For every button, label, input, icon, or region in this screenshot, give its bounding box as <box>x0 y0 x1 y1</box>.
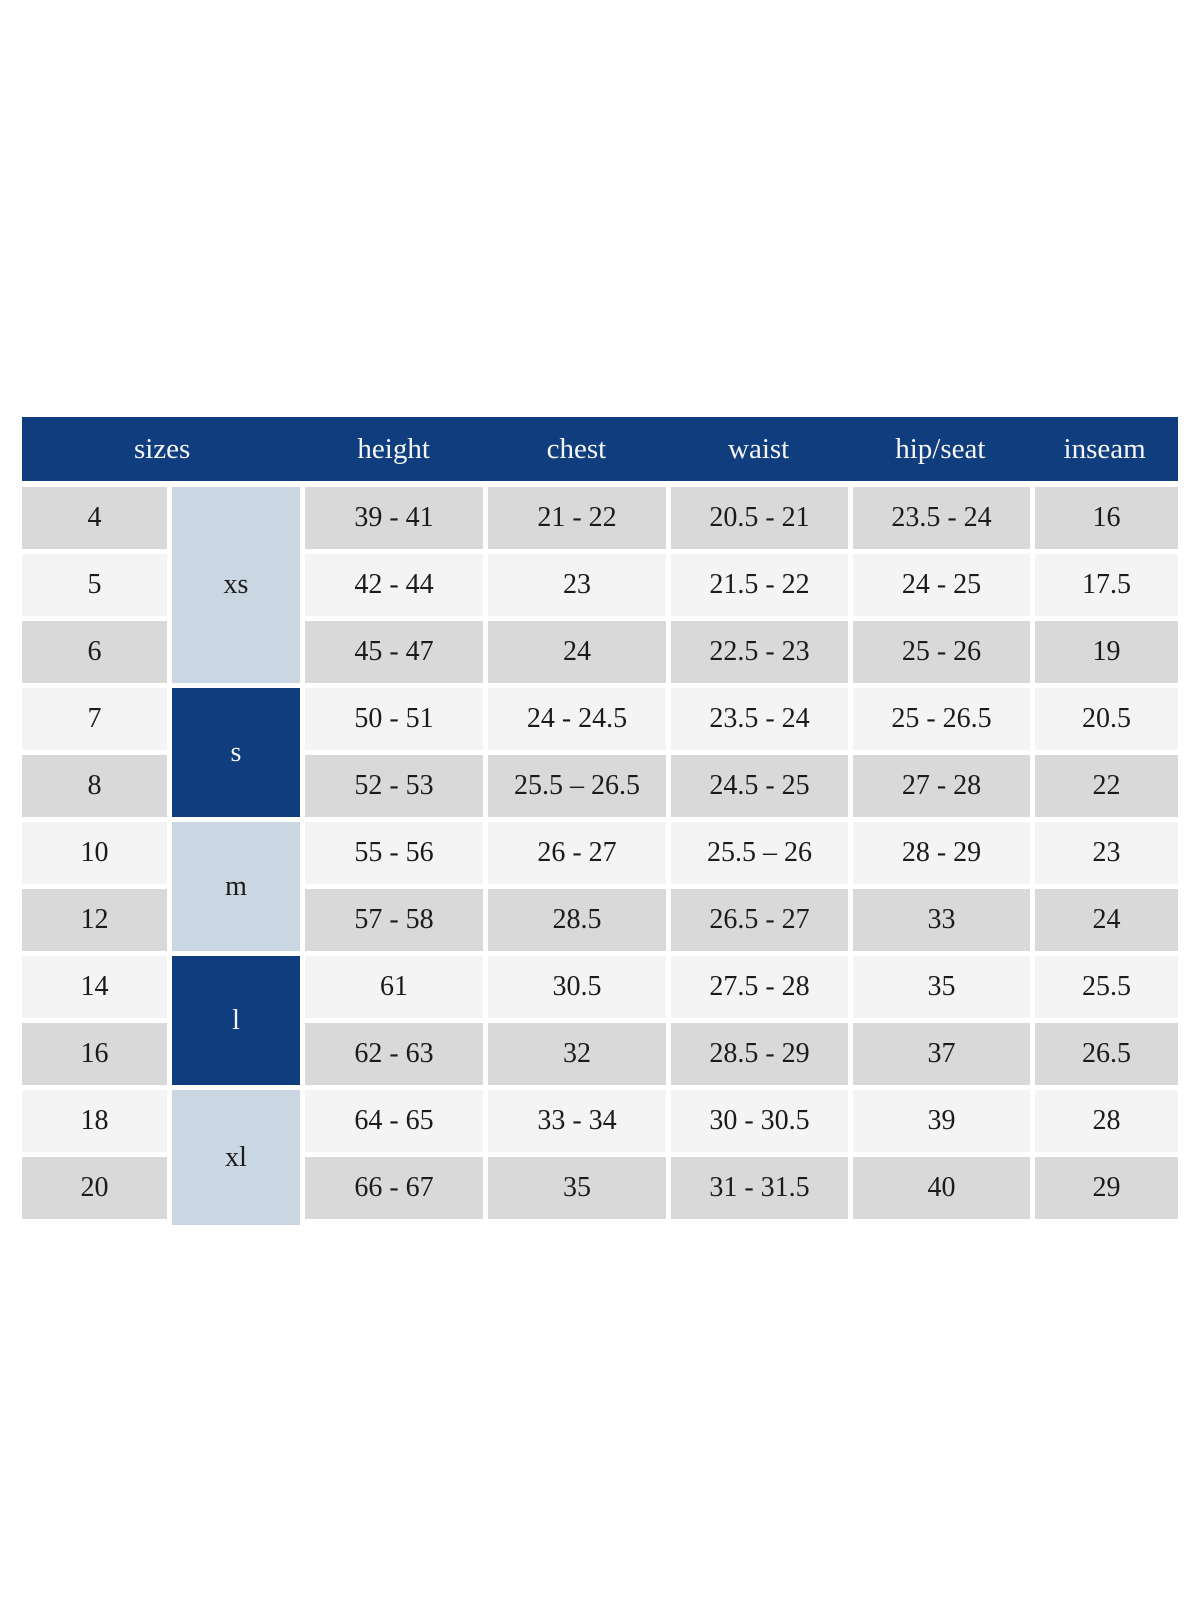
cell-inseam: 23 <box>1035 822 1178 884</box>
cell-size: 14 <box>22 956 167 1018</box>
cell-size: 10 <box>22 822 167 884</box>
cell-hip-seat: 33 <box>853 889 1030 951</box>
cell-size: 6 <box>22 621 167 683</box>
cell-inseam: 29 <box>1035 1157 1178 1219</box>
cell-chest: 24 <box>488 621 666 683</box>
cell-hip-seat: 37 <box>853 1023 1030 1085</box>
cell-height: 57 - 58 <box>305 889 483 951</box>
column-header-waist: waist <box>728 432 790 465</box>
group-cell-m: m <box>172 822 300 951</box>
cell-waist: 23.5 - 24 <box>671 688 848 750</box>
cell-height: 45 - 47 <box>305 621 483 683</box>
cell-waist: 25.5 – 26 <box>671 822 848 884</box>
cell-waist: 30 - 30.5 <box>671 1090 848 1152</box>
cell-height: 39 - 41 <box>305 487 483 549</box>
cell-chest: 32 <box>488 1023 666 1085</box>
cell-hip-seat: 23.5 - 24 <box>853 487 1030 549</box>
cell-height: 61 <box>305 956 483 1018</box>
column-header-chest: chest <box>546 432 607 465</box>
cell-hip-seat: 35 <box>853 956 1030 1018</box>
cell-height: 55 - 56 <box>305 822 483 884</box>
cell-chest: 21 - 22 <box>488 487 666 549</box>
cell-chest: 28.5 <box>488 889 666 951</box>
cell-hip-seat: 24 - 25 <box>853 554 1030 616</box>
cell-inseam: 22 <box>1035 755 1178 817</box>
cell-hip-seat: 40 <box>853 1157 1030 1219</box>
cell-height: 52 - 53 <box>305 755 483 817</box>
cell-inseam: 19 <box>1035 621 1178 683</box>
cell-size: 8 <box>22 755 167 817</box>
cell-height: 50 - 51 <box>305 688 483 750</box>
cell-size: 16 <box>22 1023 167 1085</box>
cell-waist: 31 - 31.5 <box>671 1157 848 1219</box>
cell-size: 4 <box>22 487 167 549</box>
cell-waist: 20.5 - 21 <box>671 487 848 549</box>
cell-size: 20 <box>22 1157 167 1219</box>
table-body: xs s m l xl 4 39 - 41 21 - 22 20.5 - 21 … <box>22 487 1178 1225</box>
cell-inseam: 16 <box>1035 487 1178 549</box>
cell-hip-seat: 25 - 26.5 <box>853 688 1030 750</box>
cell-waist: 27.5 - 28 <box>671 956 848 1018</box>
column-header-sizes: sizes <box>133 432 191 465</box>
cell-inseam: 26.5 <box>1035 1023 1178 1085</box>
cell-waist: 28.5 - 29 <box>671 1023 848 1085</box>
cell-height: 64 - 65 <box>305 1090 483 1152</box>
table-header-row: sizes height chest waist hip/seat inseam <box>22 417 1178 481</box>
cell-inseam: 17.5 <box>1035 554 1178 616</box>
cell-waist: 24.5 - 25 <box>671 755 848 817</box>
group-cell-s: s <box>172 688 300 817</box>
cell-hip-seat: 25 - 26 <box>853 621 1030 683</box>
cell-chest: 25.5 – 26.5 <box>488 755 666 817</box>
cell-inseam: 28 <box>1035 1090 1178 1152</box>
cell-chest: 35 <box>488 1157 666 1219</box>
cell-size: 12 <box>22 889 167 951</box>
cell-hip-seat: 39 <box>853 1090 1030 1152</box>
cell-waist: 22.5 - 23 <box>671 621 848 683</box>
cell-size: 18 <box>22 1090 167 1152</box>
cell-height: 62 - 63 <box>305 1023 483 1085</box>
group-cell-l: l <box>172 956 300 1085</box>
column-header-inseam: inseam <box>1063 432 1146 465</box>
cell-chest: 23 <box>488 554 666 616</box>
cell-chest: 30.5 <box>488 956 666 1018</box>
column-header-height: height <box>357 432 430 465</box>
size-chart-table: sizes height chest waist hip/seat inseam… <box>22 417 1178 1225</box>
cell-size: 7 <box>22 688 167 750</box>
cell-chest: 26 - 27 <box>488 822 666 884</box>
cell-chest: 24 - 24.5 <box>488 688 666 750</box>
cell-inseam: 25.5 <box>1035 956 1178 1018</box>
group-cell-xs: xs <box>172 487 300 683</box>
column-header-hip-seat: hip/seat <box>895 432 986 465</box>
cell-chest: 33 - 34 <box>488 1090 666 1152</box>
cell-height: 66 - 67 <box>305 1157 483 1219</box>
cell-hip-seat: 28 - 29 <box>853 822 1030 884</box>
group-cell-xl: xl <box>172 1090 300 1225</box>
cell-waist: 26.5 - 27 <box>671 889 848 951</box>
cell-hip-seat: 27 - 28 <box>853 755 1030 817</box>
cell-inseam: 24 <box>1035 889 1178 951</box>
cell-height: 42 - 44 <box>305 554 483 616</box>
cell-waist: 21.5 - 22 <box>671 554 848 616</box>
cell-inseam: 20.5 <box>1035 688 1178 750</box>
cell-size: 5 <box>22 554 167 616</box>
